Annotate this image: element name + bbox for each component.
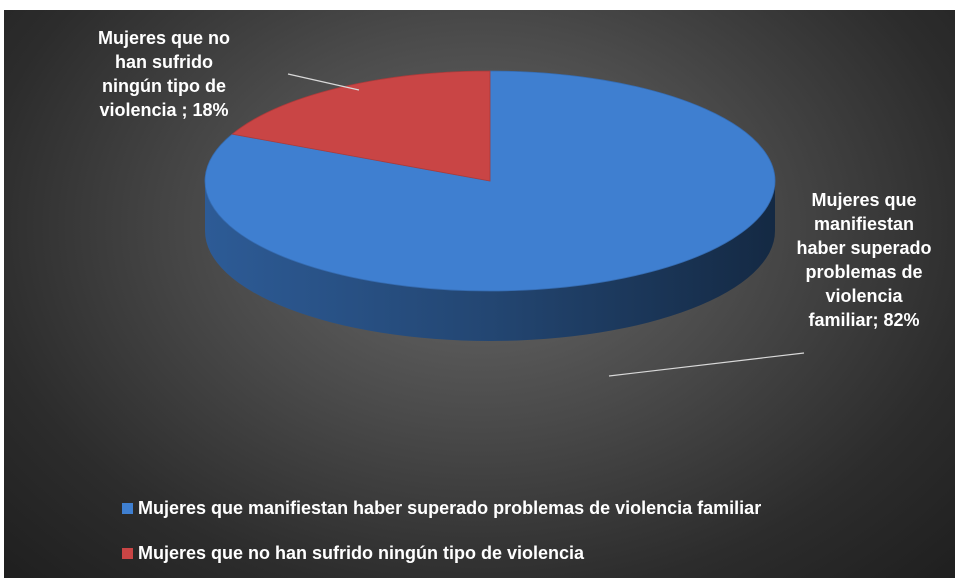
legend-swatch-blue <box>122 503 133 514</box>
legend-label: Mujeres que manifiestan haber superado p… <box>138 498 762 518</box>
legend-item-overcome-violence: Mujeres que manifiestan haber superado p… <box>122 498 761 519</box>
legend-label: Mujeres que no han sufrido ningún tipo d… <box>138 543 585 563</box>
pie-chart <box>204 70 805 377</box>
pie-side-0 <box>205 181 775 341</box>
leader-line-no-violence <box>287 73 360 91</box>
chart-area: Mujeres que no han sufrido ningún tipo d… <box>4 10 955 578</box>
leader-line-overcome-violence <box>608 352 805 377</box>
legend-item-no-violence: Mujeres que no han sufrido ningún tipo d… <box>122 543 584 564</box>
pie-slice-1 <box>231 70 491 182</box>
data-label-overcome-violence: Mujeres que manifiestan haber superado p… <box>796 190 932 330</box>
data-label-no-violence: Mujeres que no han sufrido ningún tipo d… <box>97 28 231 120</box>
legend-swatch-red <box>122 548 133 559</box>
